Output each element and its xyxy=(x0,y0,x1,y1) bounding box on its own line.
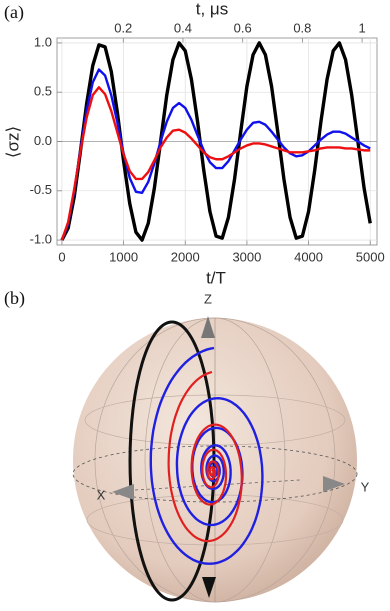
y-arrow xyxy=(323,476,345,492)
x2-tick-label: 0.8 xyxy=(293,20,311,35)
series-line xyxy=(60,41,372,242)
plot-area: 0 1000 2000 3000 4000 5000 0.2 0.4 0.6 0.8 1 -1.0 -0… xyxy=(30,20,385,264)
x-tick-label: 0 xyxy=(58,249,65,264)
y-tick-label: -1.0 xyxy=(30,232,52,247)
z-label: Z xyxy=(204,291,212,306)
x2-tick-label: 0.2 xyxy=(114,20,132,35)
state-arrow xyxy=(202,577,216,598)
x-tick-label: 1000 xyxy=(109,249,138,264)
x2-tick-label: 0.4 xyxy=(174,20,192,35)
bloch-sphere: Z X Y xyxy=(72,291,370,603)
x-tick-label: 2000 xyxy=(171,249,200,264)
x-tick-label: 4000 xyxy=(294,249,323,264)
panel-label: (b) xyxy=(4,288,25,309)
x2-tick-label: 0.6 xyxy=(234,20,252,35)
y-tick-label: 1.0 xyxy=(34,34,52,49)
z-arrow xyxy=(201,316,215,338)
x-axis-title: t/T xyxy=(206,268,226,287)
y-tick-label: -0.5 xyxy=(30,182,52,197)
series-line xyxy=(60,68,371,241)
x-tick-label: 3000 xyxy=(232,249,261,264)
x2-axis-title: t, μs xyxy=(196,0,228,18)
x2-tick-label: 1 xyxy=(358,20,365,35)
x-tick-label: 5000 xyxy=(356,249,385,264)
series-line xyxy=(60,86,371,241)
y-axis-title: ⟨σz⟩ xyxy=(3,126,22,158)
red-trajectory xyxy=(167,370,243,543)
y-tick-label: 0.0 xyxy=(34,133,52,148)
y-label: Y xyxy=(361,479,370,494)
x-label: X xyxy=(97,487,106,502)
panel-label: (a) xyxy=(4,2,24,23)
x-arrow xyxy=(112,484,134,500)
y-tick-label: 0.5 xyxy=(34,84,52,99)
